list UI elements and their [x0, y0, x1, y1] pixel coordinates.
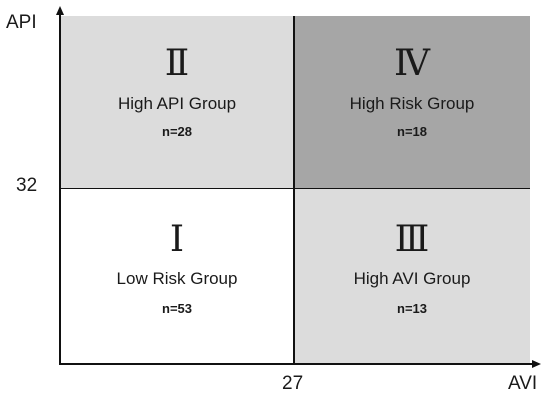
quadrant-numeral: Ⅳ [394, 43, 430, 84]
quadrant-iv-high-risk: Ⅳ High Risk Group n=18 [294, 16, 530, 188]
quadrant-label: High AVI Group [353, 269, 471, 288]
quadrant-iii-high-avi: Ⅲ High AVI Group n=13 [294, 188, 530, 364]
quadrant-label: High Risk Group [349, 94, 475, 113]
quadrant-numeral: Ⅲ [394, 219, 430, 260]
y-threshold-label: 32 [16, 175, 38, 196]
quadrant-ii-high-api: Ⅱ High API Group n=28 [60, 16, 294, 188]
vertical-threshold-line [293, 16, 295, 364]
quadrant-numeral: Ⅱ [164, 43, 190, 84]
quadrant-i-low-risk: Ⅰ Low Risk Group n=53 [60, 188, 294, 364]
quadrant-count: n=13 [397, 301, 427, 316]
x-axis-line [59, 363, 534, 365]
y-axis-arrow-icon [56, 6, 64, 15]
y-axis-line [59, 14, 61, 365]
quadrant-label: Low Risk Group [116, 269, 238, 288]
horizontal-threshold-line [60, 187, 530, 189]
quadrant-count: n=18 [397, 124, 427, 139]
quadrant-count: n=53 [162, 301, 192, 316]
y-axis-label: API [6, 12, 37, 33]
x-axis-label: AVI [508, 373, 538, 394]
x-axis-arrow-icon [532, 360, 541, 368]
quadrant-label: High API Group [117, 94, 237, 113]
quadrant-count: n=28 [162, 124, 192, 139]
x-threshold-label: 27 [282, 373, 304, 394]
quadrant-numeral: Ⅰ [169, 219, 185, 260]
